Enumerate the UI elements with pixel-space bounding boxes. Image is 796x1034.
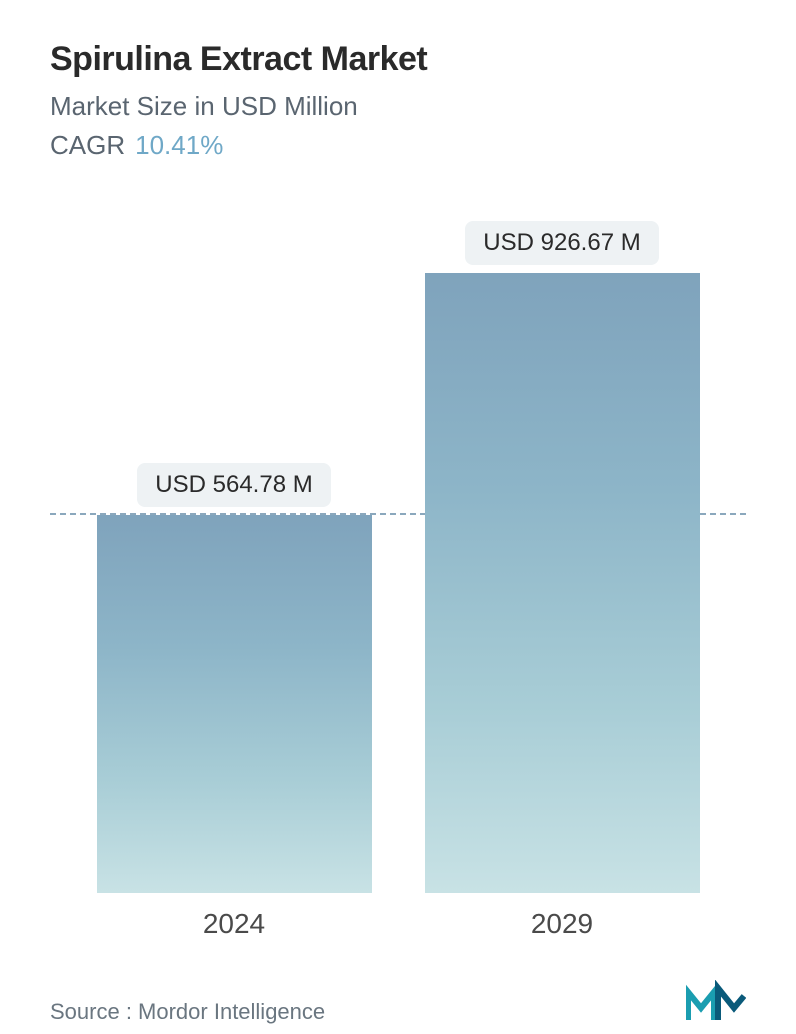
chart-footer: Source : Mordor Intelligence: [50, 950, 746, 1025]
source-attribution: Source : Mordor Intelligence: [50, 999, 325, 1025]
cagr-row: CAGR 10.41%: [50, 130, 746, 161]
cagr-value: 10.41%: [135, 130, 223, 160]
bar-2029: [425, 273, 700, 893]
cagr-label: CAGR: [50, 130, 125, 160]
x-label-2029: 2029: [425, 908, 700, 940]
chart-container: Spirulina Extract Market Market Size in …: [0, 0, 796, 1034]
chart-subtitle: Market Size in USD Million: [50, 91, 746, 122]
x-label-2024: 2024: [97, 908, 372, 940]
bar-label-2024: USD 564.78 M: [137, 463, 330, 507]
bar-group-2024: USD 564.78 M: [97, 463, 372, 893]
bar-label-2029: USD 926.67 M: [465, 221, 658, 265]
bar-2024: [97, 515, 372, 893]
mordor-logo-icon: [686, 980, 746, 1025]
chart-area: USD 564.78 M USD 926.67 M: [50, 221, 746, 893]
x-axis-labels: 2024 2029: [50, 893, 746, 940]
chart-title: Spirulina Extract Market: [50, 40, 746, 79]
bar-group-2029: USD 926.67 M: [425, 221, 700, 893]
